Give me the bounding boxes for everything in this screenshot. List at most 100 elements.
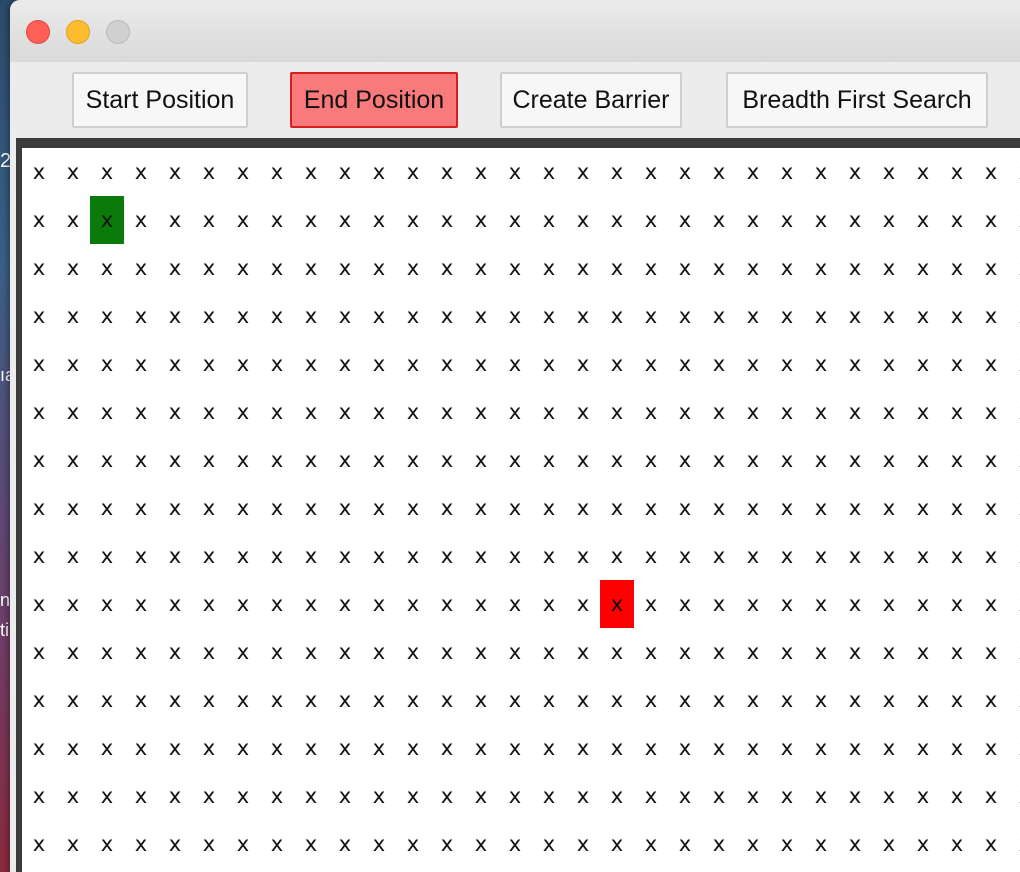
grid-cell[interactable]: x [984,208,998,232]
grid-cell[interactable]: x [338,688,352,712]
grid-cell[interactable]: x [610,784,624,808]
grid-cell[interactable]: x [848,160,862,184]
grid-cell[interactable]: x [100,832,114,856]
grid-cell[interactable]: x [678,736,692,760]
grid-cell[interactable]: x [712,208,726,232]
grid-cell[interactable]: x [508,256,522,280]
grid-cell[interactable]: x [542,208,556,232]
grid-cell[interactable]: x [542,400,556,424]
grid-cell[interactable]: x [1008,196,1020,244]
grid-cell[interactable]: x [474,640,488,664]
grid-cell[interactable]: x [814,304,828,328]
grid-cell[interactable]: x [440,160,454,184]
grid-cell[interactable]: x [984,400,998,424]
grid-cell[interactable]: x [984,736,998,760]
grid-cell[interactable]: x [406,832,420,856]
grid-cell[interactable]: x [916,544,930,568]
grid-cell[interactable]: x [712,400,726,424]
grid-cell[interactable]: x [848,592,862,616]
grid-cell[interactable]: x [848,736,862,760]
grid-cell[interactable]: x [202,304,216,328]
grid-cell[interactable]: x [440,256,454,280]
grid-cell[interactable]: x [440,544,454,568]
grid-cell[interactable]: x [406,784,420,808]
grid-cell[interactable]: x [542,352,556,376]
grid-cell[interactable]: x [372,832,386,856]
grid-cell[interactable]: x [542,496,556,520]
grid-cell[interactable]: x [814,352,828,376]
grid-cell[interactable]: x [644,832,658,856]
grid-cell[interactable]: x [32,832,46,856]
grid-cell[interactable]: x [236,448,250,472]
grid-cell[interactable]: x [372,208,386,232]
grid-cell[interactable]: x [270,832,284,856]
grid-cell[interactable]: x [780,688,794,712]
grid-cell[interactable]: x [66,688,80,712]
grid-cell[interactable]: x [678,208,692,232]
grid-cell[interactable]: x [542,736,556,760]
grid-cell[interactable]: x [32,160,46,184]
grid-cell[interactable]: x [712,544,726,568]
end-position-button[interactable]: End Position [290,72,458,128]
grid-cell[interactable]: x [202,352,216,376]
grid-cell[interactable]: x [338,256,352,280]
grid-cell[interactable]: x [32,448,46,472]
grid-cell[interactable]: x [576,400,590,424]
grid-cell[interactable]: x [440,352,454,376]
grid-cell[interactable]: x [780,208,794,232]
grid-cell[interactable]: x [270,304,284,328]
grid-cell[interactable]: x [202,448,216,472]
grid-cell[interactable]: x [678,352,692,376]
grid-cell[interactable]: x [542,784,556,808]
grid-cell[interactable]: x [168,448,182,472]
grid-cell[interactable]: x [610,208,624,232]
grid-cell[interactable]: x [474,208,488,232]
grid-cell[interactable]: x [950,688,964,712]
grid-cell[interactable]: x [576,256,590,280]
grid-cell[interactable]: x [508,304,522,328]
grid-cell[interactable]: x [542,160,556,184]
grid-cell[interactable]: x [542,832,556,856]
grid-cell[interactable]: x [202,784,216,808]
grid-cell[interactable]: x [134,256,148,280]
grid-cell[interactable]: x [338,352,352,376]
grid-cell[interactable]: x [610,160,624,184]
grid-cell[interactable]: x [882,784,896,808]
grid-cell[interactable]: x [338,304,352,328]
grid-cell[interactable]: x [882,400,896,424]
start-position-button[interactable]: Start Position [72,72,248,128]
grid-cell[interactable]: x [440,640,454,664]
grid-cell[interactable]: x [66,448,80,472]
grid-cell[interactable]: x [678,304,692,328]
grid-cell[interactable]: x [202,592,216,616]
grid-cell[interactable]: x [202,496,216,520]
grid-cell[interactable]: x [780,784,794,808]
grid-cell[interactable]: x [610,544,624,568]
grid-cell[interactable]: x [474,400,488,424]
grid-cell[interactable]: x [474,832,488,856]
grid-cell[interactable]: x [32,400,46,424]
grid-cell[interactable]: x [32,544,46,568]
grid-cell[interactable]: x [372,544,386,568]
grid-cell[interactable]: x [236,160,250,184]
grid-cell[interactable]: x [780,160,794,184]
grid-cell[interactable]: x [746,400,760,424]
grid-cell[interactable]: x [678,448,692,472]
grid-cell[interactable]: x [474,592,488,616]
grid-cell[interactable]: x [644,736,658,760]
grid-cell[interactable]: x [134,352,148,376]
grid-cell[interactable]: x [780,640,794,664]
grid-cell[interactable]: x [66,832,80,856]
grid-cell[interactable]: x [916,496,930,520]
grid-cell[interactable]: x [406,592,420,616]
title-bar[interactable] [10,0,1020,63]
grid-cell[interactable]: x [100,640,114,664]
grid-cell[interactable]: x [576,160,590,184]
grid-cell[interactable]: x [304,736,318,760]
grid-cell[interactable]: x [66,544,80,568]
grid-cell[interactable]: x [32,496,46,520]
grid-cell[interactable]: x [270,160,284,184]
grid-cell[interactable]: x [542,592,556,616]
grid-cell[interactable]: x [168,400,182,424]
grid-cell[interactable]: x [1008,676,1020,724]
